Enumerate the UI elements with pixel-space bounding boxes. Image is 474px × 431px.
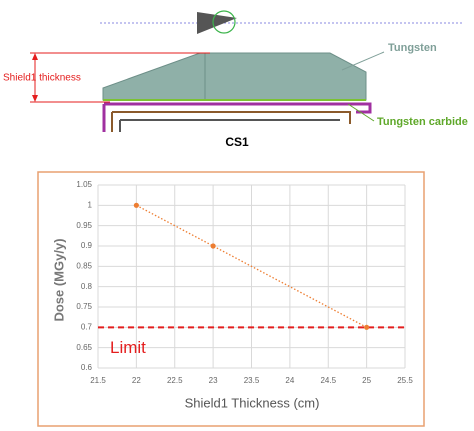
source-circle (212, 10, 236, 34)
x-tick-label: 21.5 (90, 376, 106, 385)
x-tick-label: 24 (285, 376, 294, 385)
x-tick-label: 23.5 (244, 376, 260, 385)
y-tick-label: 0.65 (76, 343, 92, 352)
thickness-label: Shield1 thickness (3, 73, 81, 84)
caption: CS1 (225, 135, 249, 149)
pointer (341, 51, 385, 71)
pointer (347, 103, 375, 122)
source-shape (197, 12, 237, 34)
y-tick-label: 0.75 (76, 302, 92, 311)
x-tick-label: 22.5 (167, 376, 183, 385)
arrow-head (32, 95, 38, 102)
diagram: Shield1 thickness Tungsten Tungsten carb… (3, 10, 468, 149)
brown-layer (111, 111, 351, 132)
carbide-label: Tungsten carbide (377, 116, 468, 128)
chart-frame (37, 171, 425, 427)
y-tick-label: 1 (88, 200, 93, 209)
shield (102, 52, 367, 101)
tungsten-label: Tungsten (388, 42, 437, 54)
y-tick-label: 0.85 (76, 261, 92, 270)
inner-layer (119, 119, 340, 132)
x-tick-label: 23 (209, 376, 218, 385)
y-tick-label: 0.7 (81, 322, 93, 331)
y-axis-label: Dose (MGy/y) (51, 238, 66, 321)
arrow-head (32, 53, 38, 60)
limit-label: Limit (110, 338, 146, 357)
y-tick-label: 1.05 (76, 180, 92, 189)
x-axis-label: Shield1 Thickness (cm) (185, 395, 320, 410)
x-tick-label: 22 (132, 376, 141, 385)
data-point (210, 243, 216, 249)
data-point (133, 202, 139, 208)
series-line (136, 204, 367, 328)
y-tick-label: 0.95 (76, 221, 92, 230)
purple-layer (102, 102, 372, 132)
x-tick-label: 25.5 (397, 376, 413, 385)
data-point (364, 324, 370, 330)
y-tick-label: 0.8 (81, 282, 93, 291)
y-tick-label: 0.6 (81, 363, 93, 372)
x-tick-label: 25 (362, 376, 371, 385)
x-tick-label: 24.5 (320, 376, 336, 385)
y-tick-label: 0.9 (81, 241, 93, 250)
